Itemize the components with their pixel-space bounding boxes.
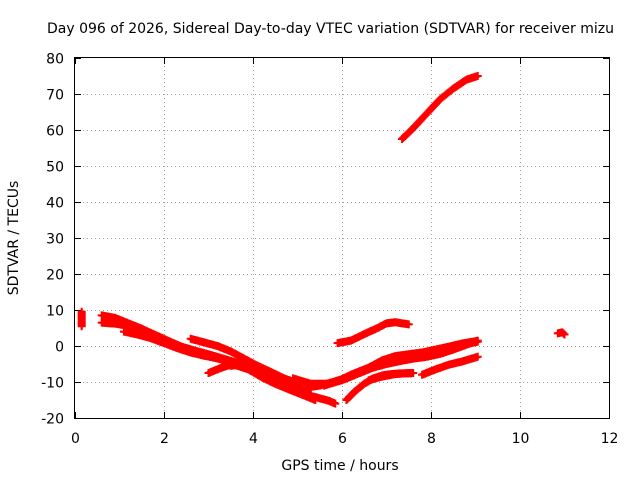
series-track-1 xyxy=(77,307,86,331)
x-tick-label: 6 xyxy=(338,431,347,447)
data-point xyxy=(404,320,413,329)
data-point xyxy=(473,337,482,346)
y-tick-label: -20 xyxy=(41,412,64,428)
y-tick-label: 70 xyxy=(46,88,64,104)
data-point xyxy=(331,399,340,408)
data-point xyxy=(560,330,569,339)
x-axis-label: GPS time / hours xyxy=(281,458,398,474)
y-tick-label: 30 xyxy=(46,232,64,248)
y-tick-label: 40 xyxy=(46,196,64,212)
x-tick-label: 10 xyxy=(512,431,530,447)
data-point xyxy=(473,72,482,80)
series-track-13 xyxy=(364,369,418,385)
x-tick-label: 0 xyxy=(71,431,80,447)
y-tick-label: -10 xyxy=(41,376,64,392)
y-tick-labels: -20 -10 0 10 20 30 40 50 60 70 80 xyxy=(41,52,64,428)
x-tick-label: 12 xyxy=(601,431,619,447)
series-track-10 xyxy=(320,337,482,390)
y-tick-label: 50 xyxy=(46,160,64,176)
data-point xyxy=(306,390,315,399)
plot-frame xyxy=(74,57,610,419)
x-tick-label: 4 xyxy=(249,431,258,447)
chart-title: Day 096 of 2026, Sidereal Day-to-day VTE… xyxy=(47,21,614,37)
series-track-15 xyxy=(418,352,482,379)
x-tick-label: 2 xyxy=(160,431,169,447)
x-tick-labels: 0 2 4 6 8 10 12 xyxy=(71,431,618,447)
grid-layer xyxy=(75,58,609,418)
y-tick-label: 60 xyxy=(46,124,64,140)
data-points xyxy=(77,72,569,408)
y-tick-label: 20 xyxy=(46,268,64,284)
y-tick-label: 0 xyxy=(55,340,64,356)
series-track-4 xyxy=(119,327,315,399)
series-track-16 xyxy=(553,328,569,339)
data-point xyxy=(409,369,418,377)
y-tick-label: 10 xyxy=(46,304,64,320)
y-axis-label: SDTVAR / TECUs xyxy=(6,181,22,296)
data-point xyxy=(559,329,568,338)
x-tick-label: 8 xyxy=(427,431,436,447)
data-point xyxy=(77,322,86,331)
series-track-11 xyxy=(333,318,413,348)
y-tick-label: 80 xyxy=(46,52,64,68)
data-point xyxy=(473,352,482,361)
series-track-14 xyxy=(398,72,482,143)
axis-ticks xyxy=(75,58,610,419)
